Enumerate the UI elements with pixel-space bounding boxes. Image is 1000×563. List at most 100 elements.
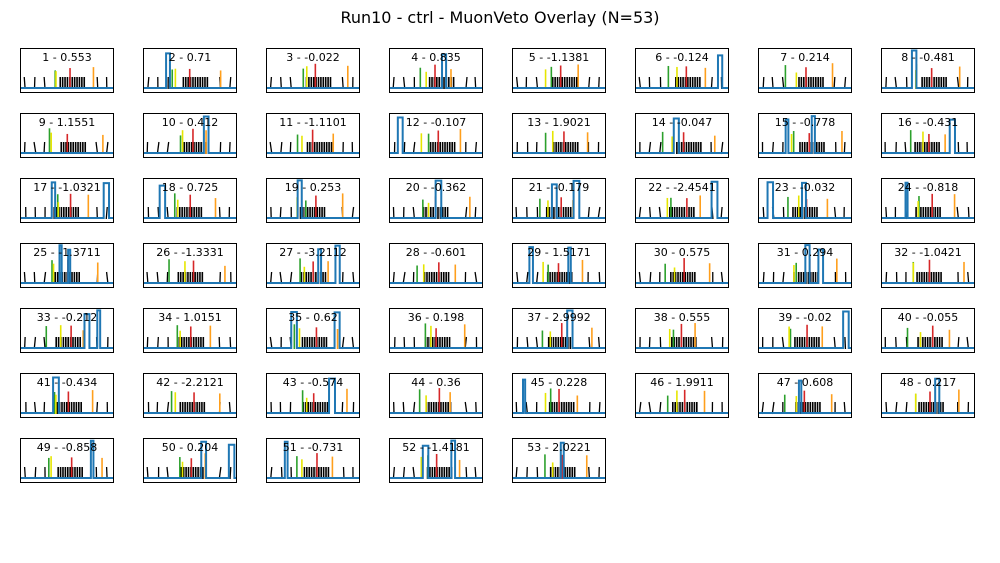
figure-title: Run10 - ctrl - MuonVeto Overlay (N=53)	[340, 8, 660, 27]
panel: 16 - -0.431	[881, 113, 975, 158]
panel: 50 - 0.204	[143, 438, 237, 483]
panel-label: 30 - 0.575	[653, 246, 711, 259]
panel: 18 - 0.725	[143, 178, 237, 223]
panel-label: 45 - 0.228	[530, 376, 588, 389]
panel-frame	[758, 243, 852, 288]
panel-plot	[635, 113, 729, 158]
panel: 49 - -0.858	[20, 438, 114, 483]
panel-frame	[389, 243, 483, 288]
panel-plot	[20, 243, 114, 288]
panel-label: 7 - 0.214	[780, 51, 830, 64]
panel-plot	[635, 178, 729, 223]
panel-plot	[143, 438, 237, 483]
panel: 38 - 0.555	[635, 308, 729, 353]
series-line	[635, 117, 729, 154]
series-line	[512, 378, 606, 414]
panel-label: 26 - -1.3331	[156, 246, 224, 259]
panel-label: 17 - -1.0321	[33, 181, 101, 194]
panel-frame	[389, 373, 483, 418]
panel: 3 - -0.022	[266, 48, 360, 93]
panel-frame	[20, 308, 114, 353]
series-line	[635, 54, 729, 89]
series-line	[758, 379, 852, 414]
panel-label: 41 - -0.434	[36, 376, 98, 389]
panel-frame	[758, 178, 852, 223]
series-line	[20, 244, 114, 284]
panel-plot	[512, 308, 606, 353]
panel-frame	[512, 113, 606, 158]
panel-frame	[143, 48, 237, 93]
panel-label: 40 - -0.055	[897, 311, 959, 324]
panel: 36 - 0.198	[389, 308, 483, 353]
panel-plot	[20, 113, 114, 158]
panel-label: 1 - 0.553	[42, 51, 92, 64]
panel-plot	[512, 178, 606, 223]
panel-plot	[881, 373, 975, 418]
panel-plot	[881, 48, 975, 93]
panel-frame	[512, 178, 606, 223]
panel-label: 21 - -0.179	[528, 181, 590, 194]
panel: 29 - 1.5171	[512, 243, 606, 288]
series-line	[266, 440, 360, 479]
panel: 27 - -3.2112	[266, 243, 360, 288]
panel-plot	[635, 48, 729, 93]
series-line	[881, 377, 975, 414]
panel: 31 - 0.294	[758, 243, 852, 288]
panel: 45 - 0.228	[512, 373, 606, 418]
panel-frame	[143, 178, 237, 223]
panel-plot	[266, 438, 360, 483]
panel-frame	[389, 178, 483, 223]
panel-plot	[143, 308, 237, 353]
panel-label: 10 - 0.412	[161, 116, 219, 129]
panel-plot	[266, 243, 360, 288]
panel-frame	[143, 243, 237, 288]
panel-frame	[758, 373, 852, 418]
panel-frame	[389, 113, 483, 158]
panel-plot	[881, 243, 975, 288]
panel-frame	[881, 243, 975, 288]
panel-label: 42 - -2.2121	[156, 376, 224, 389]
panel: 32 - -1.0421	[881, 243, 975, 288]
panel-label: 28 - -0.601	[405, 246, 467, 259]
panel-frame	[266, 48, 360, 93]
panel-frame	[143, 373, 237, 418]
panel-plot	[20, 438, 114, 483]
panel-frame	[881, 48, 975, 93]
panel-label: 29 - 1.5171	[527, 246, 591, 259]
panel-label: 2 - 0.71	[168, 51, 212, 64]
panel-frame	[20, 113, 114, 158]
panel: 13 - 1.9021	[512, 113, 606, 158]
panel-frame	[881, 113, 975, 158]
panel-plot	[512, 243, 606, 288]
panel-label: 8 - -0.481	[901, 51, 955, 64]
panel: 19 - 0.253	[266, 178, 360, 223]
panel-frame	[266, 373, 360, 418]
panel: 39 - -0.02	[758, 308, 852, 353]
series-line	[389, 53, 483, 89]
panel-frame	[635, 48, 729, 93]
panel-frame	[512, 438, 606, 483]
panel-plot	[266, 113, 360, 158]
panel-frame	[635, 308, 729, 353]
panel-plot	[758, 113, 852, 158]
panel-plot	[20, 308, 114, 353]
series-line	[758, 115, 852, 154]
panel-label: 18 - 0.725	[161, 181, 219, 194]
panel: 23 - -0.032	[758, 178, 852, 223]
panel-plot	[881, 178, 975, 223]
panel-frame	[635, 373, 729, 418]
panel: 24 - -0.818	[881, 178, 975, 223]
panel: 2 - 0.71	[143, 48, 237, 93]
panel-frame	[389, 308, 483, 353]
panel-label: 25 - -1.3711	[33, 246, 101, 259]
panel-label: 9 - 1.1551	[38, 116, 96, 129]
panel-frame	[881, 373, 975, 418]
panel-plot	[881, 113, 975, 158]
panel-plot	[143, 373, 237, 418]
panel-label: 23 - -0.032	[774, 181, 836, 194]
panel-plot	[389, 373, 483, 418]
panel-frame	[389, 48, 483, 93]
panel-frame	[512, 243, 606, 288]
panel: 20 - -0.362	[389, 178, 483, 223]
panel: 25 - -1.3711	[20, 243, 114, 288]
